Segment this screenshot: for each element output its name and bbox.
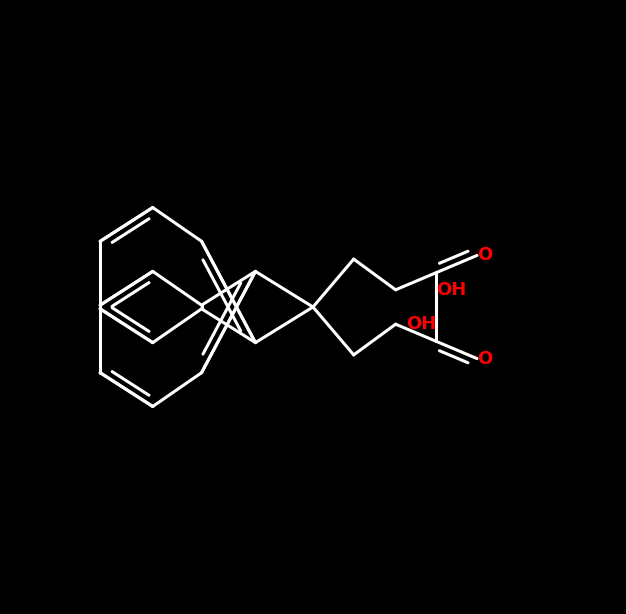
Text: OH: OH (406, 315, 436, 333)
Text: OH: OH (436, 281, 466, 299)
Text: O: O (477, 246, 492, 265)
Text: O: O (477, 349, 492, 368)
